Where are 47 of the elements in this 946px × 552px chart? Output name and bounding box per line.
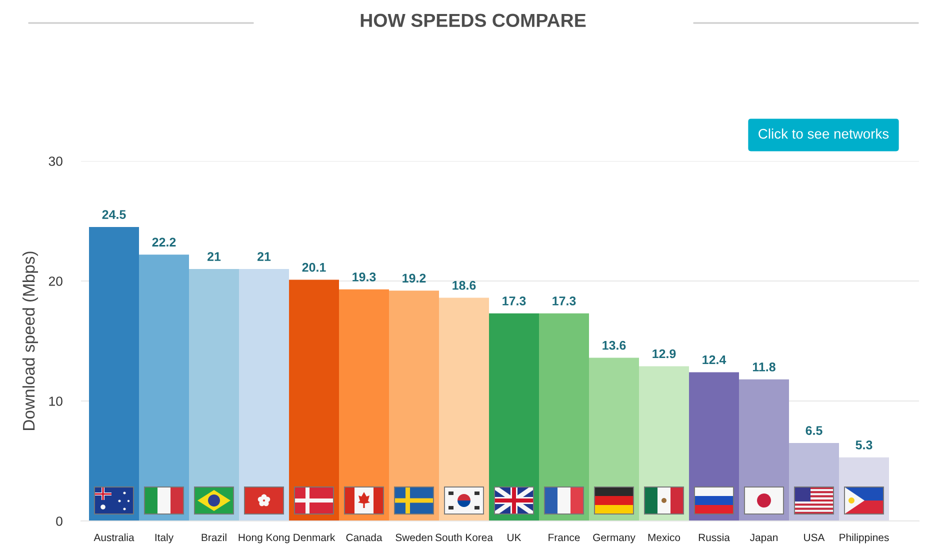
bar [289, 280, 339, 521]
data-label: 19.3 [352, 272, 376, 282]
data-label: 13.6 [602, 340, 626, 350]
x-tick-label: USA [804, 534, 825, 542]
x-tick-label: Brazil [202, 534, 226, 542]
y-tick-label: 10 [49, 396, 62, 406]
data-label: 6.5 [806, 426, 822, 435]
data-label: 5.3 [856, 440, 872, 450]
data-label: 21 [207, 252, 221, 261]
data-label: 11.8 [752, 362, 776, 372]
data-label: 20.1 [302, 262, 326, 272]
x-tick-label: Mexico [648, 534, 680, 542]
x-tick-label: Germany [593, 534, 636, 544]
bar [439, 298, 489, 521]
y-tick-label: 30 [48, 156, 62, 166]
x-tick-label: Australia [94, 534, 134, 542]
bar [239, 269, 289, 521]
data-label: 17.3 [552, 296, 576, 306]
bar [389, 290, 439, 521]
y-tick-label: 0 [56, 516, 62, 526]
x-tick-label: Italy [155, 534, 174, 544]
bar [339, 289, 389, 521]
y-axis-title: Download speed (Mbps) [22, 252, 38, 430]
data-label: 21 [257, 252, 271, 261]
y-tick-label: 20 [48, 276, 62, 286]
x-tick-label: France [548, 534, 580, 542]
data-label: 17.3 [502, 296, 526, 306]
data-label: 12.4 [702, 355, 726, 364]
data-label: 18.6 [452, 280, 476, 290]
bar [89, 227, 139, 521]
x-tick-label: Canada [346, 534, 382, 542]
x-tick-label: Sweden [396, 534, 432, 542]
bar [139, 254, 189, 521]
data-label: 19.2 [402, 274, 426, 283]
x-tick-label: Philippines [840, 534, 889, 544]
x-tick-label: Hong Kong [238, 534, 290, 544]
data-label: 24.5 [102, 210, 126, 219]
x-tick-label: Denmark [294, 534, 336, 542]
x-tick-label: South Korea [436, 534, 493, 542]
x-tick-label: Japan [750, 534, 778, 544]
text: Click to see networks [758, 128, 889, 139]
bar [189, 269, 239, 521]
x-tick-label: Russia [698, 534, 730, 542]
x-tick-label: UK [508, 534, 522, 542]
data-label: 22.2 [152, 238, 176, 246]
chart-title: HOW SPEEDS COMPARE [360, 14, 586, 28]
data-label: 12.9 [652, 349, 676, 358]
